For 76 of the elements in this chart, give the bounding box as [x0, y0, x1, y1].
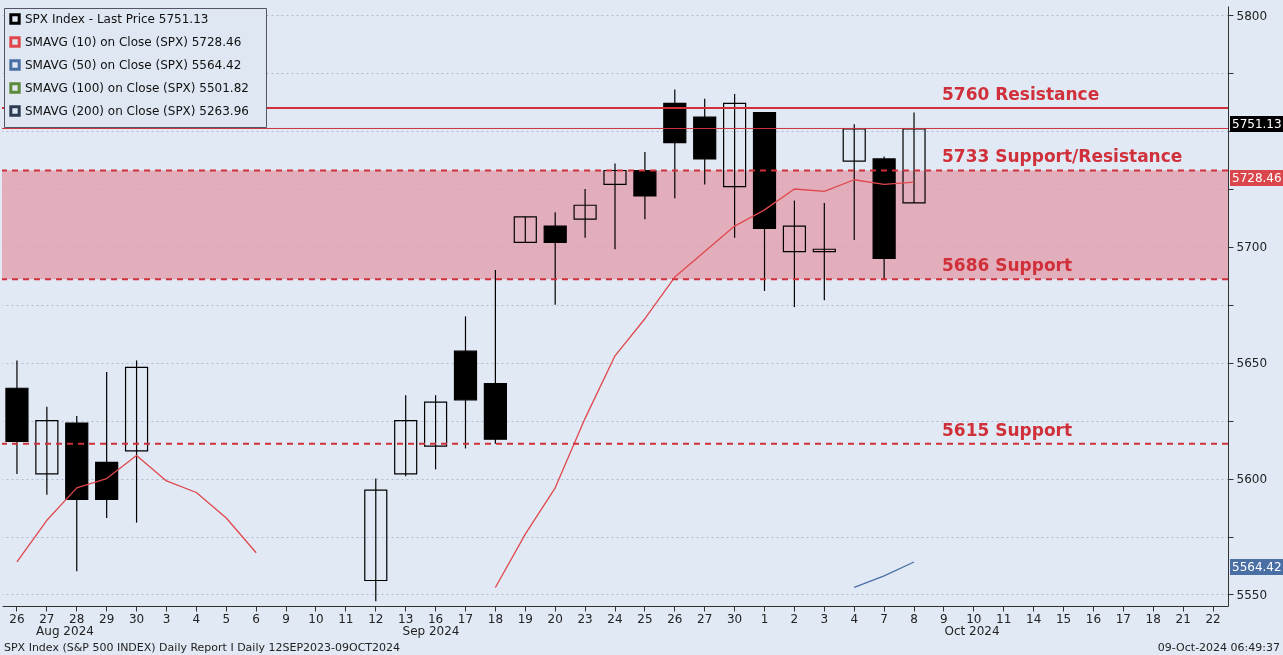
x-tick-label: 19: [517, 611, 533, 626]
x-tick-label: 27: [39, 611, 55, 626]
x-tick-label: 30: [726, 611, 743, 626]
x-tick-label: 25: [637, 611, 653, 626]
y-tick-label: 5550: [1236, 587, 1268, 602]
text: Aug 2024: [36, 624, 94, 638]
x-tick-label: 10: [308, 611, 324, 626]
x-tick-label: 6: [252, 611, 260, 626]
candlestick: [423, 394, 448, 470]
legend-label: SPX Index - Last Price 5751.13: [25, 12, 209, 26]
x-tick-label: 17: [457, 611, 474, 626]
x-tick-label: 8: [910, 611, 918, 626]
x-tick-label: 26: [9, 611, 25, 626]
text: 5564.42: [1232, 560, 1282, 574]
ref-line-label: 5760 Resistance: [942, 83, 1100, 104]
x-tick-label: 7: [880, 611, 888, 626]
legend-label: SMAVG (200) on Close (SPX) 5263.96: [25, 104, 249, 118]
legend-label: SMAVG (10) on Close (SPX) 5728.46: [25, 35, 242, 49]
candlestick: [902, 111, 926, 204]
x-tick-label: 5: [222, 611, 231, 626]
ref-line-label: 5615 Support: [942, 419, 1073, 440]
y-tick-label: 5650: [1236, 356, 1268, 371]
x-tick-label: 3: [820, 611, 829, 626]
y-tick-label: 5700: [1236, 240, 1268, 255]
x-tick-label: 3: [162, 611, 171, 626]
x-tick-label: 11: [338, 611, 354, 626]
legend-label: SMAVG (100) on Close (SPX) 5501.82: [25, 81, 249, 95]
text: Oct 2024: [944, 624, 1000, 638]
x-tick-label: 13: [398, 611, 414, 626]
x-tick-label: 16: [1085, 611, 1102, 626]
candlestick: [812, 202, 836, 301]
x-tick-label: 28: [69, 611, 85, 626]
y-tick-label: 5800: [1236, 8, 1268, 23]
text: SPX Index (S&P 500 INDEX) Daily Report I Daily 12SEP2023-09OCT2024: [4, 641, 401, 654]
text: 09-Oct-2024 06:49:37: [1157, 641, 1280, 654]
candlestick: [35, 406, 59, 496]
ref-line-label: 5733 Support/Resistance: [942, 146, 1183, 167]
x-tick-label: 24: [607, 611, 623, 626]
x-tick-label: 30: [128, 611, 145, 626]
x-tick-label: 27: [697, 611, 713, 626]
x-tick-label: 10: [966, 611, 982, 626]
x-tick-label: 15: [1055, 611, 1072, 626]
x-tick-label: 2: [790, 611, 799, 626]
candlestick: [394, 394, 418, 477]
x-tick-label: 4: [850, 611, 859, 626]
candlestick: [782, 199, 807, 308]
x-tick-label: 11: [996, 611, 1012, 626]
x-tick-label: 18: [487, 611, 504, 626]
candlestick: [723, 93, 747, 239]
x-tick-label: 23: [577, 611, 593, 626]
x-tick-label: 26: [667, 611, 683, 626]
text: 5728.46: [1232, 171, 1282, 185]
x-tick-label: 18: [1145, 611, 1161, 626]
candlestick: [573, 188, 597, 239]
candlestick: [513, 216, 537, 243]
x-tick-label: 14: [1025, 611, 1042, 626]
x-tick-label: 9: [282, 611, 290, 626]
x-tick-label: 12: [368, 611, 384, 626]
candlestick: [364, 477, 388, 602]
text: 5751.13: [1232, 117, 1282, 131]
candlestick: [124, 359, 149, 524]
ref-line-label: 5686 Support: [942, 255, 1073, 276]
x-tick-label: 20: [547, 611, 563, 626]
x-tick-label: 22: [1205, 611, 1221, 626]
x-tick-label: 21: [1175, 611, 1191, 626]
legend-label: SMAVG (50) on Close (SPX) 5564.42: [25, 58, 242, 72]
candlestick: [603, 162, 627, 250]
x-tick-label: 16: [427, 611, 444, 626]
x-tick-label: 17: [1115, 611, 1131, 626]
candlestick: [543, 211, 567, 306]
x-tick-label: 1: [760, 611, 769, 626]
x-tick-label: 4: [192, 611, 201, 626]
text: Sep 2024: [402, 624, 460, 638]
y-tick-label: 5600: [1236, 472, 1268, 487]
x-tick-label: 29: [99, 611, 115, 626]
x-tick-label: 9: [940, 611, 948, 626]
